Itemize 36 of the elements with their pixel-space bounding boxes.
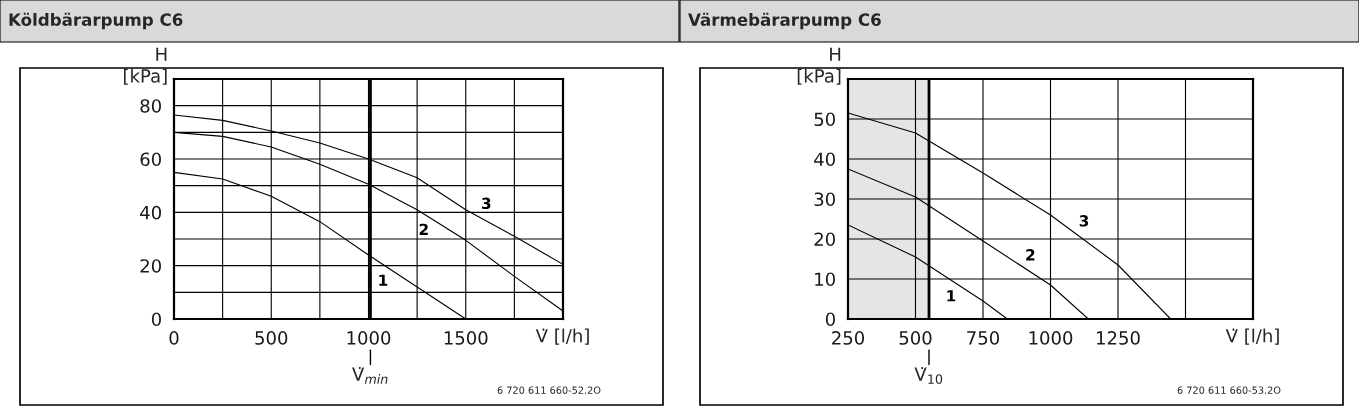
series-label: 1 bbox=[947, 290, 956, 302]
series-label: 3 bbox=[482, 197, 491, 210]
y-tick-label: 60 bbox=[140, 152, 161, 167]
y-tick-label: 50 bbox=[814, 112, 835, 127]
x-tick-label: 500 bbox=[899, 331, 932, 345]
x-tick-label: 1000 bbox=[1029, 331, 1073, 345]
y-tick-label: 20 bbox=[140, 259, 161, 273]
series-label: 2 bbox=[419, 223, 428, 235]
x-tick-label: 1250 bbox=[1097, 331, 1140, 345]
x-axis-title: V̇ [l/h] bbox=[535, 328, 589, 345]
text: 6 720 611 660-52.2O bbox=[497, 386, 601, 394]
chart-title: Värmebärarpump C6 bbox=[688, 12, 881, 30]
y-axis-title: H [kPa] bbox=[124, 47, 167, 85]
y-tick-label: 40 bbox=[814, 152, 835, 167]
y-tick-label: 0 bbox=[825, 312, 835, 327]
x-tick-label: 750 bbox=[967, 331, 1000, 345]
series-label: 1 bbox=[379, 274, 388, 286]
series-label: 2 bbox=[1026, 249, 1035, 261]
ref-line-label: V̇$_{10}$ bbox=[914, 367, 943, 384]
x-tick-label: 0 bbox=[169, 331, 179, 345]
series-label: 3 bbox=[1079, 215, 1089, 227]
x-tick-label: 1500 bbox=[444, 331, 488, 345]
x-tick-label: 500 bbox=[255, 331, 288, 345]
ref-line-label: V̇$_{min}$ bbox=[352, 367, 388, 384]
y-tick-label: 80 bbox=[140, 99, 161, 113]
text: 6 720 611 660-53.2O bbox=[1177, 386, 1281, 394]
y-tick-label: 40 bbox=[140, 205, 161, 220]
x-tick-label: 250 bbox=[832, 331, 865, 345]
y-tick-label: 20 bbox=[814, 232, 835, 247]
y-tick-label: 10 bbox=[815, 272, 835, 287]
chart-title: Köldbärarpump C6 bbox=[9, 12, 183, 30]
x-tick-label: 1000 bbox=[347, 331, 391, 345]
y-axis-title: H [kPa] bbox=[797, 47, 841, 85]
y-tick-label: 30 bbox=[814, 192, 835, 207]
x-axis-title: V̇ [l/h] bbox=[1225, 328, 1279, 345]
y-tick-label: 0 bbox=[151, 312, 161, 327]
